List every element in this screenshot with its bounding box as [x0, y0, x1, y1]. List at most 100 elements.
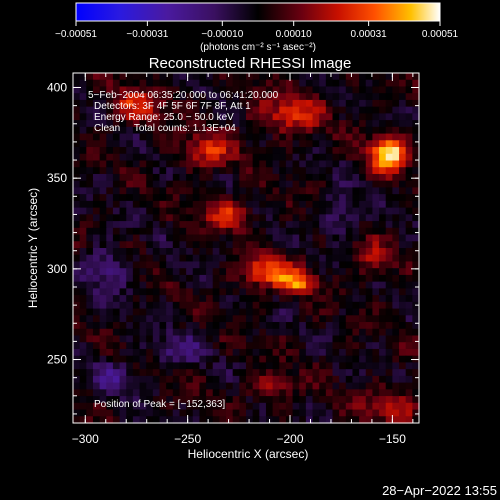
- heatmap-cell: [312, 126, 320, 135]
- heatmap-cell: [339, 126, 347, 135]
- heatmap-cell: [186, 86, 194, 94]
- heatmap-cell: [405, 355, 413, 364]
- heatmap-cell: [219, 99, 227, 108]
- heatmap-cell: [172, 93, 181, 101]
- heatmap-cell: [126, 301, 134, 310]
- heatmap-cell: [166, 133, 174, 141]
- heatmap-cell: [292, 93, 300, 101]
- heatmap-cell: [252, 187, 260, 195]
- heatmap-cell: [139, 261, 147, 269]
- heatmap-cell: [392, 402, 400, 411]
- heatmap-cell: [159, 348, 167, 357]
- heatmap-cell: [372, 79, 380, 88]
- heatmap-cell: [299, 281, 307, 289]
- heatmap-cell: [259, 194, 267, 202]
- heatmap-cell: [132, 241, 141, 249]
- heatmap-cell: [132, 180, 141, 189]
- heatmap-cell: [99, 308, 107, 316]
- heatmap-cell: [119, 99, 127, 108]
- heatmap-cell: [212, 86, 220, 94]
- heatmap-cell: [385, 234, 393, 242]
- heatmap-cell: [385, 389, 393, 397]
- heatmap-cell: [126, 241, 134, 249]
- heatmap-cell: [152, 342, 161, 350]
- heatmap-cell: [259, 173, 267, 182]
- heatmap-cell: [312, 133, 320, 141]
- heatmap-cell: [239, 382, 247, 390]
- heatmap-cell: [199, 113, 207, 121]
- heatmap-cell: [412, 396, 420, 404]
- heatmap-cell: [345, 241, 354, 249]
- heatmap-cell: [405, 86, 413, 94]
- heatmap-cell: [305, 322, 314, 330]
- heatmap-cell: [139, 382, 147, 390]
- heatmap-cell: [86, 308, 94, 316]
- heatmap-cell: [292, 173, 300, 182]
- heatmap-cell: [252, 369, 260, 377]
- heatmap-cell: [106, 248, 114, 256]
- heatmap-cell: [292, 160, 300, 168]
- heatmap-cell: [79, 362, 87, 370]
- heatmap-cell: [325, 274, 334, 283]
- heatmap-cell: [79, 173, 87, 182]
- heatmap-cell: [132, 93, 141, 101]
- heatmap-cell: [365, 409, 374, 417]
- heatmap-cell: [212, 227, 220, 236]
- heatmap-cell: [86, 396, 94, 404]
- heatmap-cell: [126, 106, 134, 114]
- heatmap-cell: [312, 73, 320, 81]
- heatmap-cell: [339, 416, 347, 424]
- heatmap-cell: [212, 295, 220, 303]
- heatmap-cell: [259, 315, 267, 323]
- heatmap-cell: [265, 200, 274, 209]
- heatmap-cell: [405, 274, 413, 283]
- heatmap-cell: [219, 194, 227, 202]
- heatmap-cell: [319, 167, 327, 175]
- heatmap-cell: [312, 288, 320, 296]
- heatmap-cell: [179, 79, 187, 88]
- heatmap-cell: [146, 126, 154, 135]
- heatmap-cell: [372, 315, 380, 323]
- heatmap-cell: [312, 375, 320, 384]
- heatmap-cell: [305, 301, 314, 310]
- heatmap-cell: [372, 261, 380, 269]
- heatmap-cell: [285, 160, 294, 168]
- y-tick-label-2: 350: [47, 171, 67, 185]
- heatmap-cell: [132, 261, 141, 269]
- heatmap-cell: [365, 288, 374, 296]
- heatmap-cell: [359, 342, 367, 350]
- heatmap-cell: [405, 382, 413, 390]
- heatmap-cell: [305, 288, 314, 296]
- heatmap-cell: [272, 241, 280, 249]
- heatmap-cell: [192, 382, 201, 390]
- heatmap-cell: [172, 416, 181, 424]
- heatmap-cell: [319, 362, 327, 370]
- heatmap-cell: [272, 126, 280, 135]
- heatmap-cell: [305, 200, 314, 209]
- heatmap-cell: [352, 234, 360, 242]
- heatmap-cell: [112, 348, 121, 357]
- heatmap-cell: [385, 187, 393, 195]
- heatmap-cell: [279, 281, 287, 289]
- heatmap-cell: [179, 268, 187, 276]
- heatmap-cell: [106, 295, 114, 303]
- heatmap-cell: [412, 73, 420, 81]
- heatmap-cell: [345, 180, 354, 189]
- heatmap-cell: [219, 241, 227, 249]
- heatmap-cell: [305, 173, 314, 182]
- heatmap-cell: [186, 221, 194, 229]
- heatmap-cell: [146, 281, 154, 289]
- heatmap-cell: [405, 120, 413, 128]
- heatmap-cell: [206, 140, 214, 148]
- heatmap-cell: [152, 268, 161, 276]
- heatmap-cell: [239, 301, 247, 310]
- heatmap-cell: [372, 335, 380, 343]
- heatmap-cell: [239, 402, 247, 411]
- heatmap-cell: [325, 382, 334, 390]
- heatmap-cell: [379, 261, 387, 269]
- heatmap-cell: [372, 99, 380, 108]
- heatmap-cell: [179, 274, 187, 283]
- heatmap-cell: [279, 106, 287, 114]
- heatmap-cell: [339, 180, 347, 189]
- heatmap-cell: [312, 396, 320, 404]
